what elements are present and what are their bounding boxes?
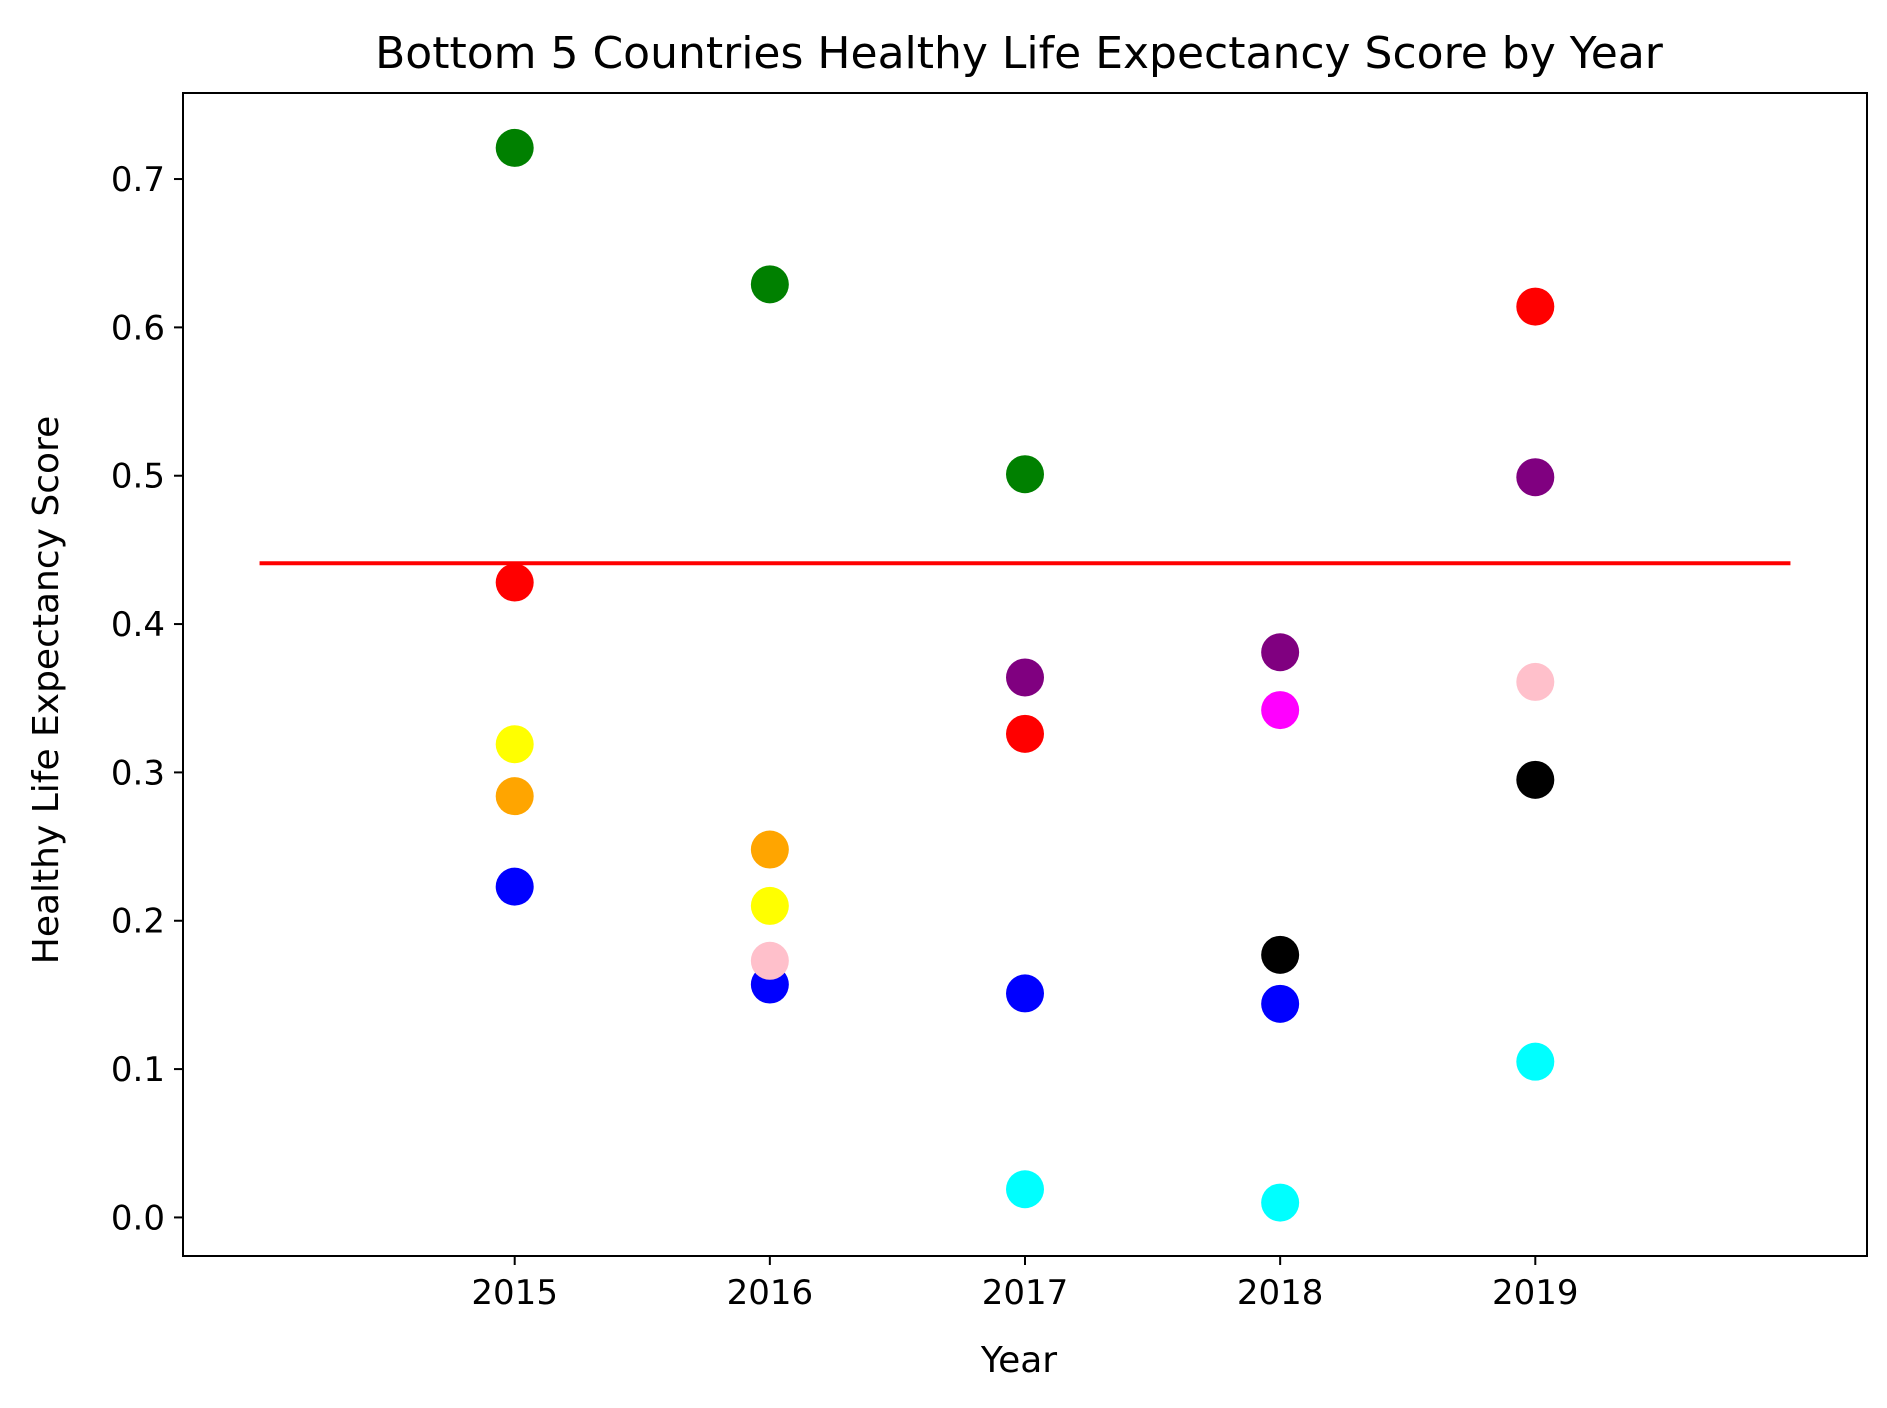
data-point [1261,691,1300,730]
data-point [1516,287,1555,326]
data-point [750,886,789,925]
data-point [1006,714,1044,753]
x-tick-label: 2018 [1237,1273,1324,1313]
x-tick-label: 2017 [982,1273,1069,1313]
y-tick-label: 0.6 [111,308,165,348]
y-tick-label: 0.3 [111,753,165,793]
y-tick-label: 0.4 [111,605,165,645]
data-point [1516,760,1555,799]
data-point [495,725,534,764]
data-point [750,830,789,869]
x-tick-label: 2015 [471,1273,558,1313]
y-tick-label: 0.5 [111,457,165,497]
data-point [1261,935,1300,974]
data-point [750,265,789,304]
y-tick-label: 0.2 [111,902,165,942]
data-point [750,941,789,980]
y-axis-label: Healthy Life Expectancy Score [26,416,67,965]
data-point [495,867,534,906]
x-tick-label: 2016 [727,1273,814,1313]
data-point [1006,974,1044,1013]
data-point [1261,1183,1300,1222]
data-point [495,563,534,602]
x-axis-label: Year [980,1340,1057,1381]
data-point [1516,662,1555,701]
y-tick-label: 0.7 [111,160,165,200]
data-point [1006,658,1044,697]
plot-area: 0.0 0.1 0.2 0.3 0.4 0.5 0.6 0.7 2015 2016 2017 2018… [111,92,1868,1313]
data-point [1261,633,1300,672]
data-point [1006,1170,1044,1209]
chart-title: Bottom 5 Countries Healthy Life Expectan… [375,28,1664,79]
y-tick-label: 0.0 [111,1198,165,1238]
y-tick-label: 0.1 [111,1050,165,1090]
data-point [1261,984,1300,1023]
data-point [495,128,534,167]
data-point [1006,455,1044,494]
x-tick-label: 2019 [1492,1273,1579,1313]
data-point [1516,1042,1555,1081]
data-point [1516,458,1555,497]
data-point [495,777,534,816]
